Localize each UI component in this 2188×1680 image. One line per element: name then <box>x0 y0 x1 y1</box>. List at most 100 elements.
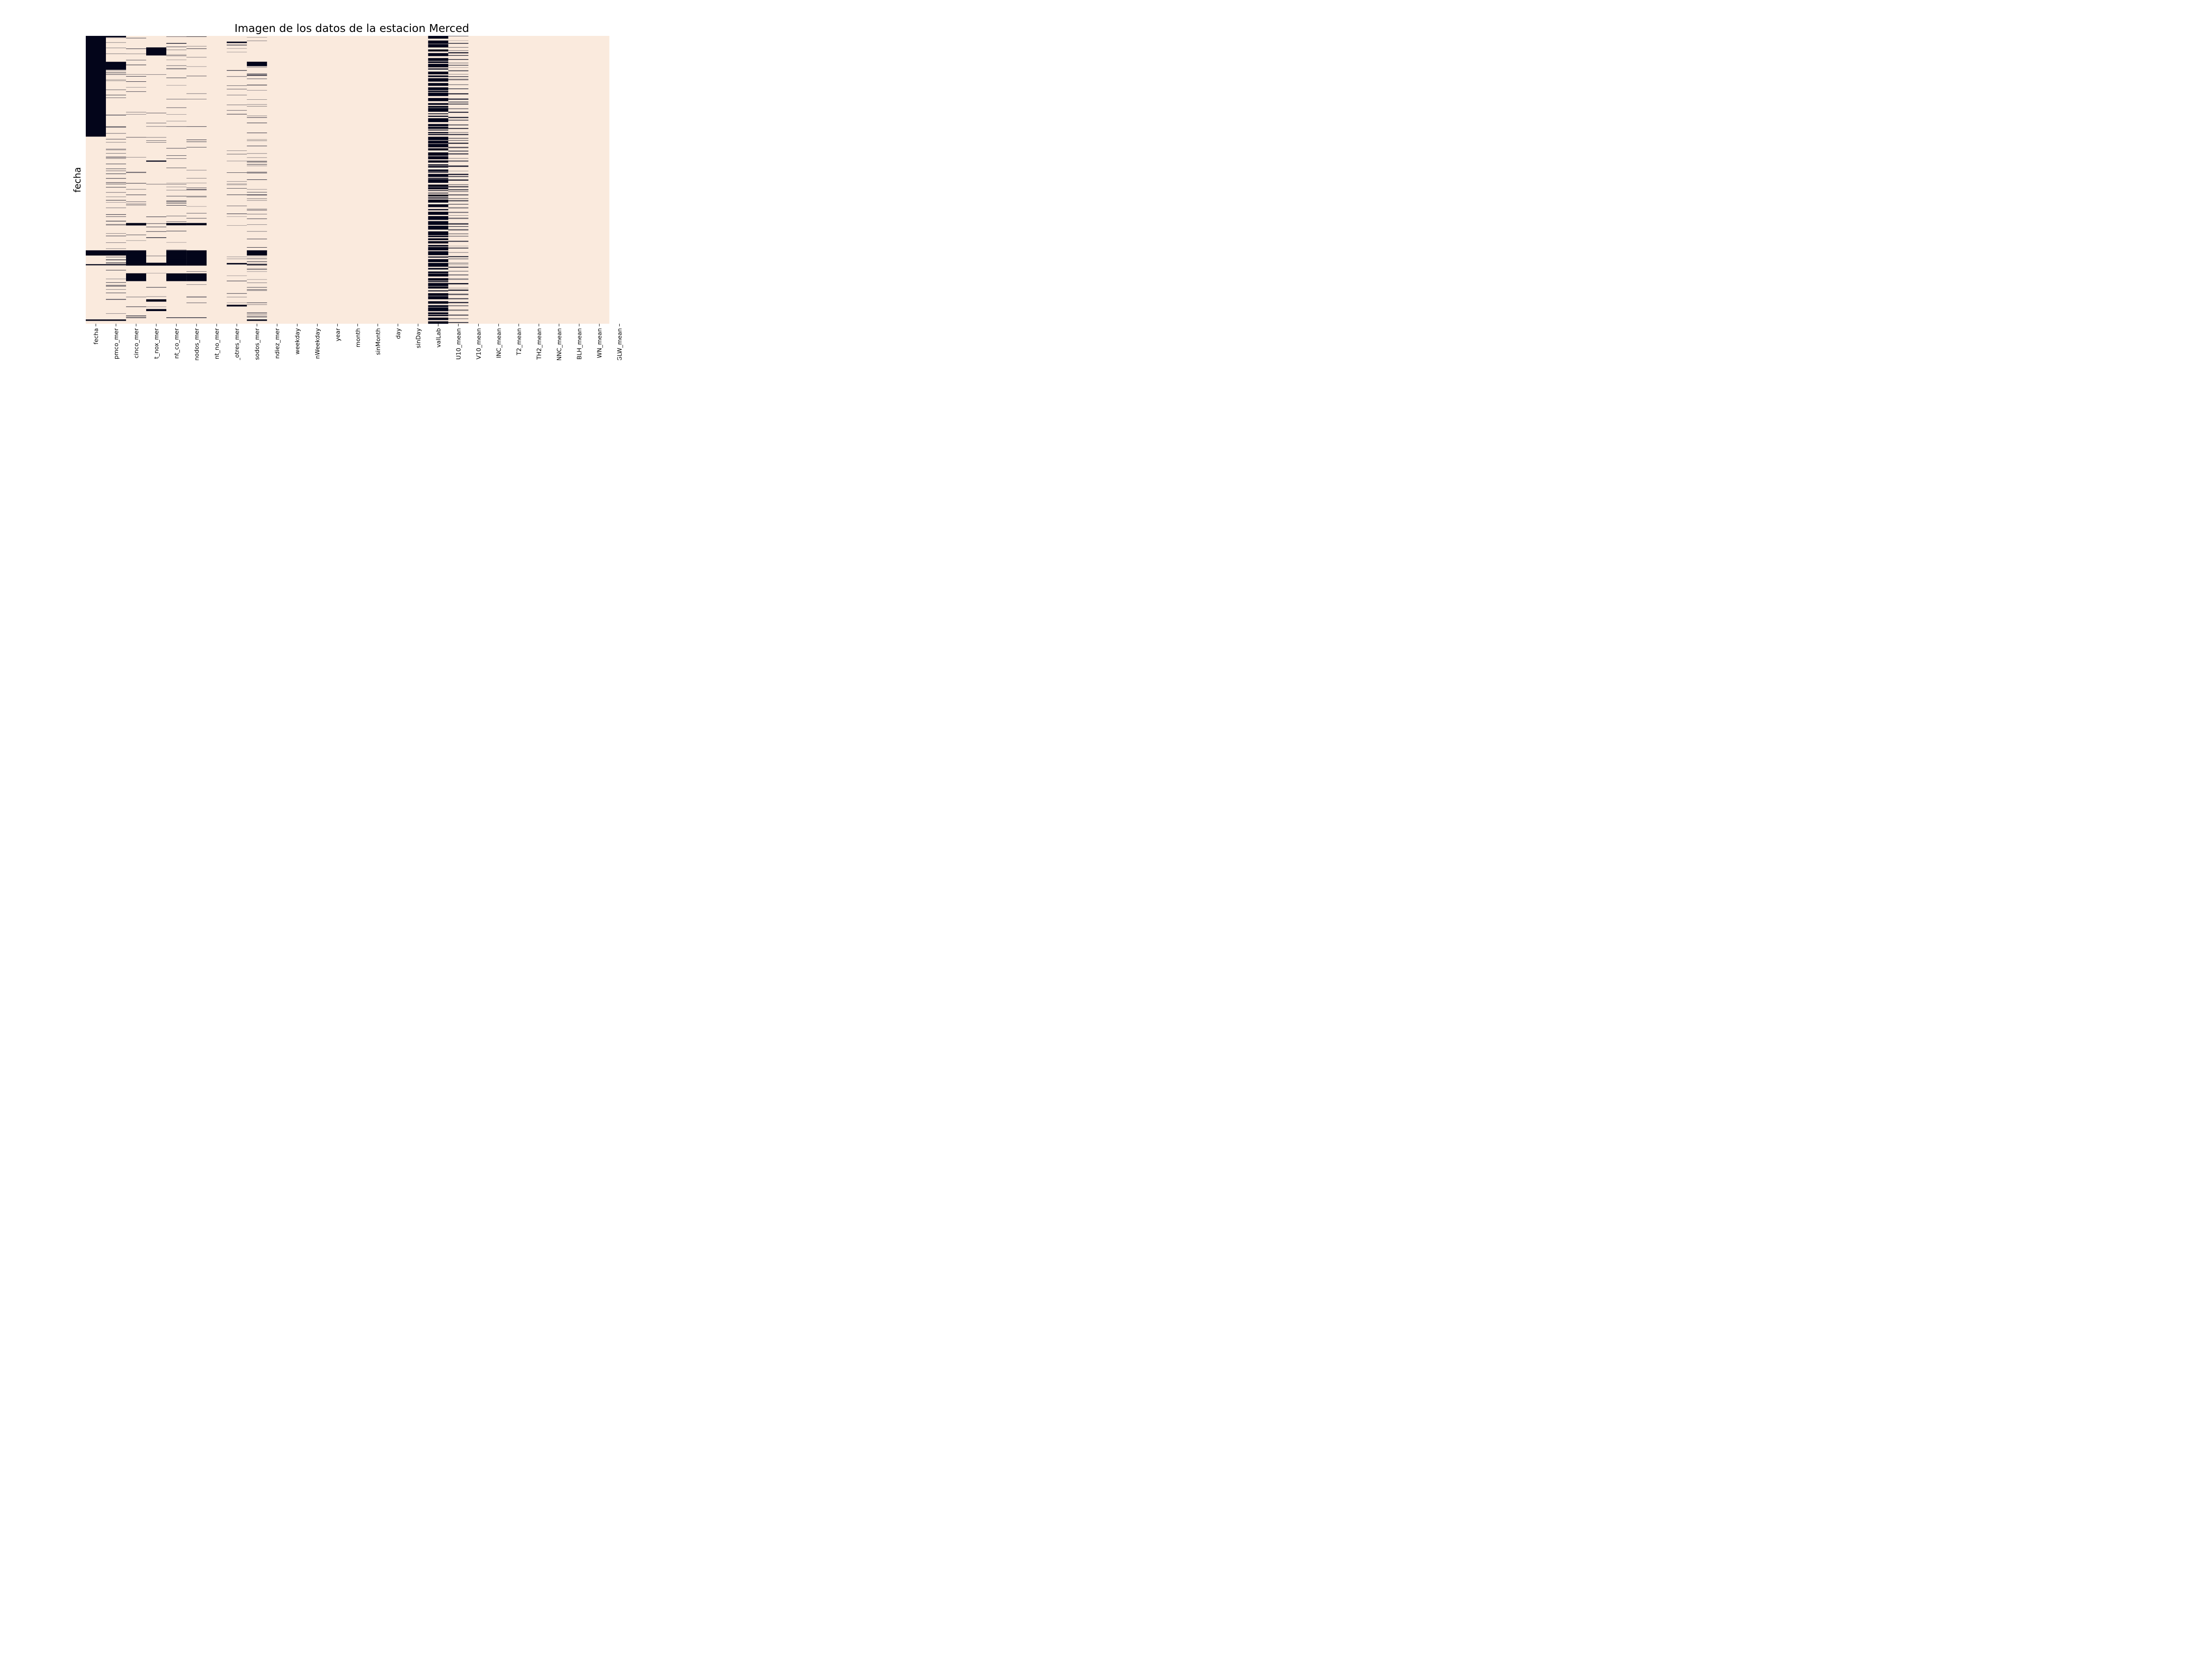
missing-stripe-valLab <box>428 235 449 238</box>
missing-block-t_nox_mer-4 <box>146 299 167 302</box>
missing-line-sodos_mer <box>247 104 267 105</box>
missing-line-cinco_mer <box>126 87 147 88</box>
missing-block-pmco_mer-1 <box>106 62 126 70</box>
missing-line-pmco_mer <box>106 157 126 158</box>
missing-stripe-U10_mean <box>448 59 469 60</box>
missing-stripe-valLab <box>428 262 449 267</box>
x-tick-label-sodos_mer: sodos_mer <box>254 328 261 360</box>
missing-stripe-valLab <box>428 251 449 256</box>
missing-stripe-valLab <box>428 187 449 189</box>
missing-stripe-valLab <box>428 231 449 235</box>
missing-line-_otres_mer <box>227 70 247 71</box>
missing-stripe-U10_mean <box>448 67 469 68</box>
missing-stripe-U10_mean <box>448 160 469 162</box>
missing-line-cinco_mer <box>126 91 147 92</box>
missing-line-_otres_mer <box>227 172 247 173</box>
missing-line-pmco_mer <box>106 214 126 215</box>
missing-stripe-U10_mean <box>448 117 469 118</box>
missing-line-_otres_mer <box>227 150 247 151</box>
missing-line-cinco_mer <box>126 74 147 75</box>
missing-block-fecha-2 <box>86 264 106 266</box>
missing-stripe-valLab <box>428 211 449 215</box>
x-axis: fecha pmco_mer cinco_mer t_nox_mer nt_co_mer… <box>93 324 624 360</box>
missing-stripe-U10_mean <box>448 318 469 319</box>
missing-block-cinco_mer-1 <box>126 250 147 266</box>
missing-line-pmco_mer <box>106 42 126 43</box>
missing-stripe-valLab <box>428 197 449 199</box>
missing-line-nt_co_mer <box>166 221 187 222</box>
missing-line-pmco_mer <box>106 158 126 159</box>
missing-line-pmco_mer <box>106 74 126 75</box>
missing-line-sodos_mer <box>247 304 267 305</box>
missing-stripe-valLab <box>428 179 449 183</box>
missing-stripe-U10_mean <box>448 194 469 196</box>
missing-stripe-valLab <box>428 290 449 292</box>
missing-line-sodos_mer <box>247 153 267 154</box>
missing-line-sodos_mer <box>247 289 267 290</box>
missing-line-pmco_mer <box>106 248 126 249</box>
missing-stripe-valLab <box>428 245 449 247</box>
missing-line-sodos_mer <box>247 312 267 313</box>
chart-title: Imagen de los datos de la estacion Merce… <box>235 22 469 35</box>
missing-stripe-valLab <box>428 283 449 286</box>
missing-stripe-valLab <box>428 216 449 220</box>
missing-line-sodos_mer <box>247 99 267 100</box>
missing-block-t_nox_mer-0 <box>146 47 167 56</box>
missing-line-t_nox_mer <box>146 140 167 141</box>
missing-stripe-U10_mean <box>448 112 469 113</box>
missing-line-pmco_mer <box>106 53 126 54</box>
missing-block-t_nox_mer-3 <box>146 262 167 266</box>
missing-line-sodos_mer <box>247 195 267 196</box>
x-tick-label-GLW_mean: GLW_mean <box>617 328 624 360</box>
missing-line-_otres_mer <box>227 225 247 226</box>
missing-stripe-U10_mean <box>448 264 469 265</box>
missing-stripe-U10_mean <box>448 98 469 100</box>
missing-line-t_nox_mer <box>146 184 167 185</box>
missing-line-nodos_mer <box>186 213 207 214</box>
missing-data-heatmap: Imagen de los datos de la estacion Merce… <box>72 22 624 360</box>
missing-stripe-U10_mean <box>448 43 469 44</box>
missing-stripe-valLab <box>428 36 449 39</box>
missing-stripe-valLab <box>428 166 449 168</box>
x-tick-label-TH2_mean: TH2_mean <box>536 328 543 360</box>
missing-stripe-U10_mean <box>448 200 469 202</box>
missing-stripe-U10_mean <box>448 153 469 155</box>
missing-stripe-valLab <box>428 126 449 129</box>
missing-stripe-valLab <box>428 75 449 77</box>
x-tick-label-t_nox_mer: t_nox_mer <box>153 328 160 359</box>
missing-line-nt_co_mer <box>166 54 187 55</box>
missing-line-sodos_mer <box>247 139 267 140</box>
missing-line-sodos_mer <box>247 271 267 272</box>
missing-stripe-U10_mean <box>448 128 469 129</box>
missing-stripe-U10_mean <box>448 235 469 237</box>
missing-stripe-valLab <box>428 286 449 289</box>
missing-line-sodos_mer <box>247 66 267 67</box>
missing-line-sodos_mer <box>247 269 267 270</box>
missing-stripe-valLab <box>428 317 449 320</box>
missing-line-_otres_mer <box>227 297 247 298</box>
missing-line-cinco_mer <box>126 205 147 206</box>
missing-stripe-valLab <box>428 305 449 307</box>
missing-line-pmco_mer <box>106 286 126 287</box>
missing-line-nt_co_mer <box>166 184 187 185</box>
x-tick-label-NNC_mean: NNC_mean <box>556 328 563 360</box>
missing-line-pmco_mer <box>106 153 126 154</box>
missing-stripe-U10_mean <box>448 305 469 306</box>
missing-stripe-U10_mean <box>448 93 469 94</box>
missing-stripe-U10_mean <box>448 165 469 167</box>
missing-block-pmco_mer-0 <box>106 36 126 38</box>
missing-stripe-valLab <box>428 301 449 304</box>
missing-stripe-valLab <box>428 63 449 68</box>
missing-stripe-valLab <box>428 71 449 74</box>
missing-line-nt_co_mer <box>166 261 187 262</box>
missing-stripe-valLab <box>428 124 449 126</box>
x-tick-label-INC_mean: INC_mean <box>495 328 502 358</box>
missing-stripe-U10_mean <box>448 76 469 77</box>
missing-stripe-valLab <box>428 53 449 56</box>
missing-line-pmco_mer <box>106 139 126 140</box>
missing-stripe-U10_mean <box>448 176 469 177</box>
x-tick-label-nodos_mer: nodos_mer <box>193 328 200 360</box>
missing-stripe-valLab <box>428 238 449 241</box>
missing-line-pmco_mer <box>106 202 126 203</box>
missing-stripe-valLab <box>428 132 449 133</box>
